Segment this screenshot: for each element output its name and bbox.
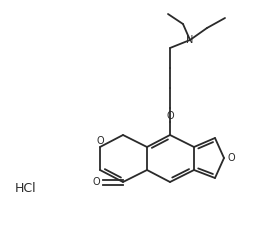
Text: O: O [166, 111, 174, 121]
Text: N: N [186, 35, 194, 45]
Text: O: O [228, 153, 236, 163]
Text: O: O [96, 136, 104, 146]
Text: HCl: HCl [15, 182, 37, 194]
Text: O: O [92, 177, 100, 187]
